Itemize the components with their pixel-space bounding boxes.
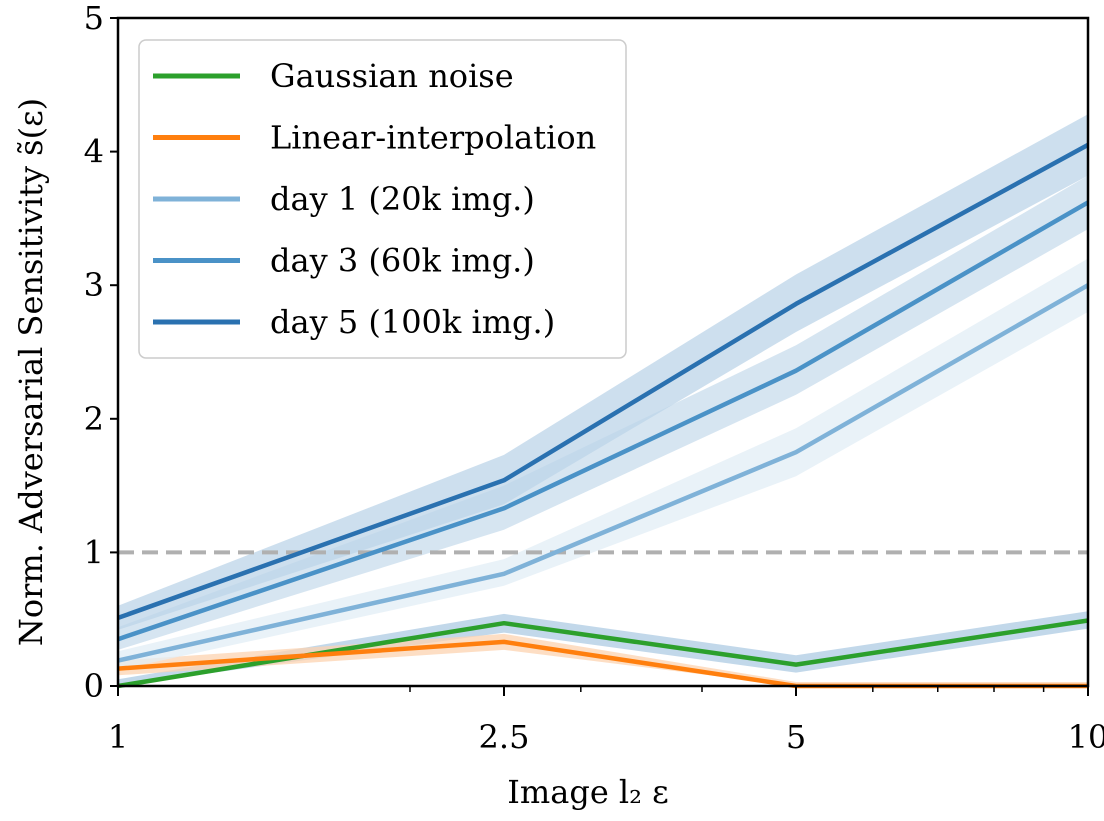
- y-tick-label-1: 1: [84, 533, 104, 571]
- band-series-2: [118, 258, 1088, 670]
- y-tick-label-2: 2: [84, 400, 104, 438]
- legend-label-0: Gaussian noise: [270, 57, 514, 95]
- x-tick-label-2: 5: [786, 718, 806, 756]
- legend-label-4: day 5 (100k img.): [270, 303, 555, 341]
- legend-label-2: day 1 (20k img.): [270, 180, 535, 218]
- x-tick-label-0: 1: [108, 718, 128, 756]
- line-series-2: [117, 283, 1090, 663]
- line-series-3: [117, 200, 1090, 642]
- y-tick-label-5: 5: [84, 0, 104, 37]
- plot-frame: [116, 16, 1090, 688]
- y-tick-label-4: 4: [84, 133, 104, 171]
- y-tick-label-0: 0: [84, 667, 104, 705]
- y-axis-label: Norm. Adversarial Sensitivity s̃(ε): [12, 98, 50, 646]
- legend: Gaussian noise Linear-interpolation day 1 …: [138, 39, 627, 359]
- x-axis-label: Image l₂ ε: [507, 773, 668, 811]
- band-series-4: [118, 114, 1088, 630]
- y-tick-label-3: 3: [84, 266, 104, 304]
- x-tick-label-1: 2.5: [479, 718, 530, 756]
- legend-box: [138, 39, 627, 359]
- x-tick-label-3: 10: [1068, 718, 1104, 756]
- legend-label-3: day 3 (60k img.): [270, 242, 535, 280]
- band-series-3: [118, 175, 1088, 650]
- line-series-4: [117, 142, 1090, 621]
- legend-label-1: Linear-interpolation: [270, 119, 596, 157]
